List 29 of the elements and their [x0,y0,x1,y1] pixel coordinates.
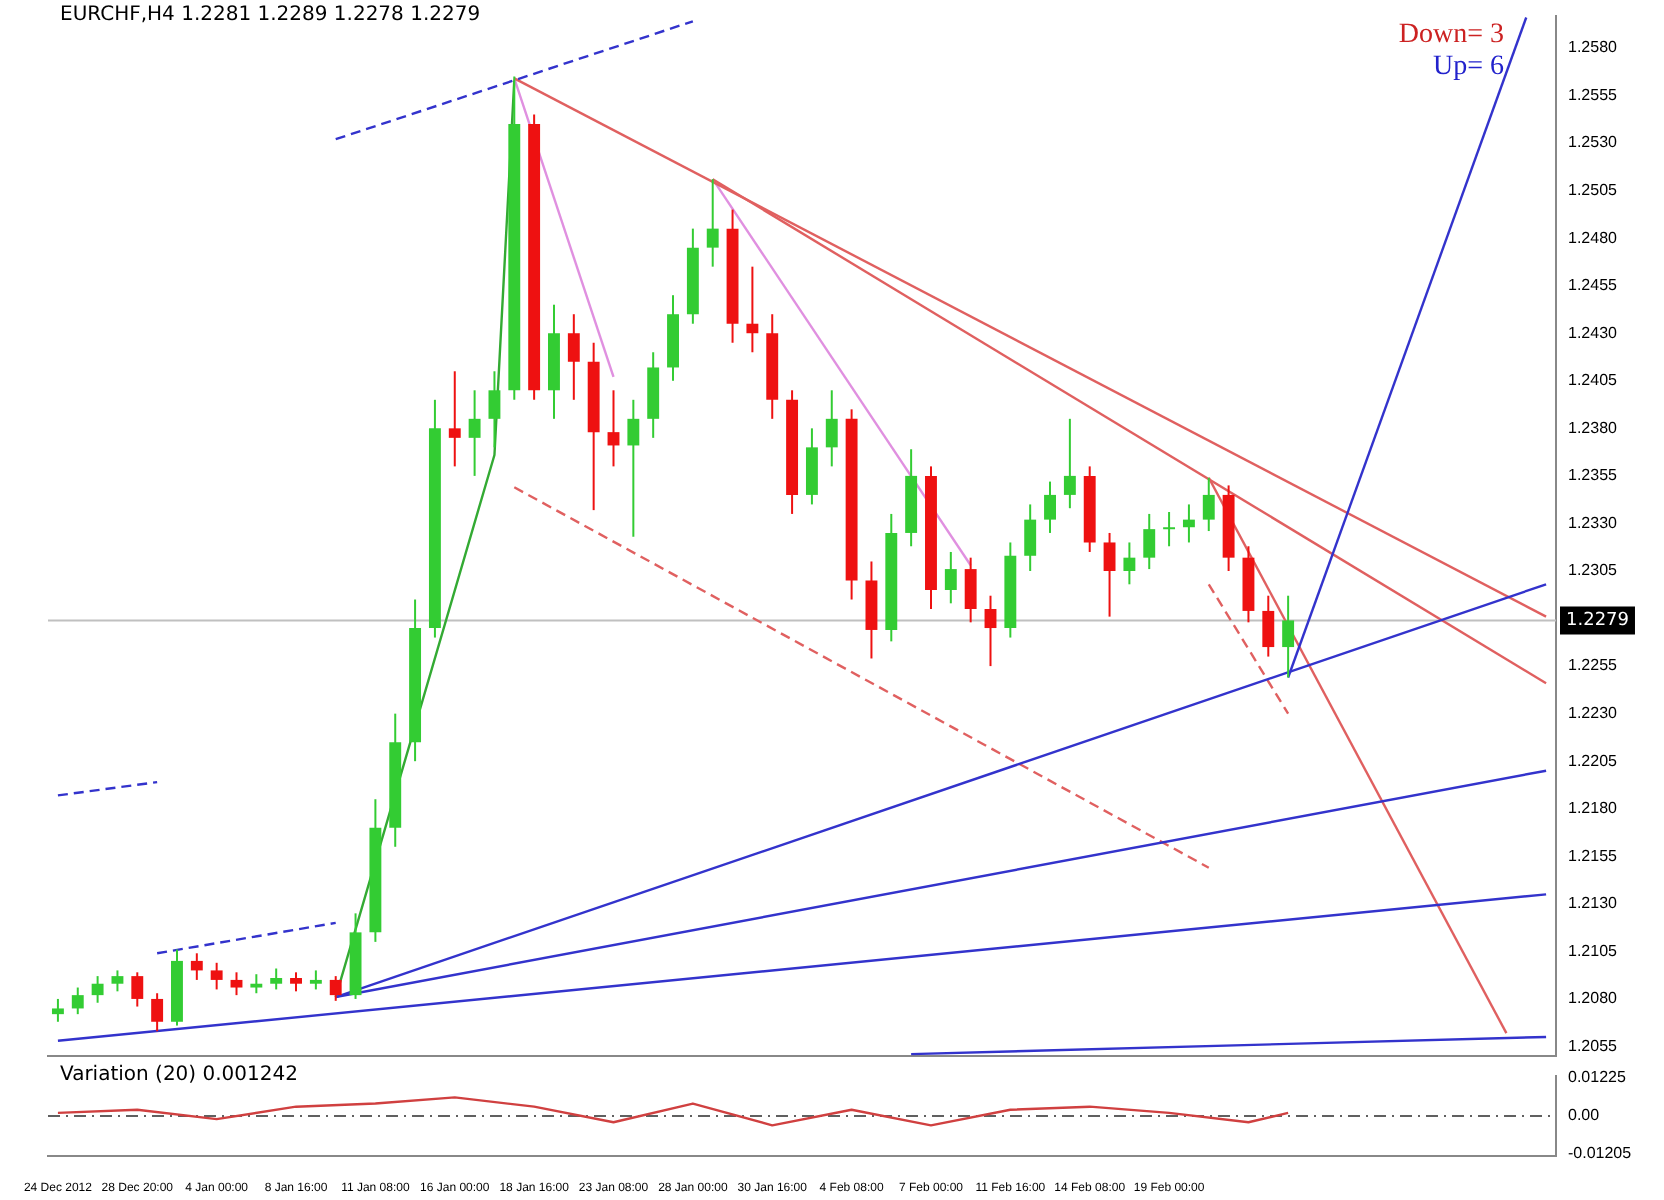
y-tick-label: 1.2255 [1568,656,1619,675]
y-tick-label: 1.2455 [1568,276,1619,295]
chart-title: Variation (20) 0.001242 [60,1064,298,1086]
y-tick-label: 1.2330 [1568,513,1619,532]
y-tick-label: -0.01205 [1568,1143,1633,1162]
y-tick-label: 1.2580 [1568,38,1619,57]
y-tick-label: 1.2080 [1568,989,1619,1008]
y-tick-label: 1.2130 [1568,894,1619,913]
y-tick-label: 1.2105 [1568,941,1619,960]
annotation: Down= 3 [1398,20,1504,52]
y-tick-label: 1.2405 [1568,371,1619,390]
y-tick-label: 0.01225 [1568,1068,1627,1087]
y-tick-label: 1.2205 [1568,751,1619,770]
y-tick-label: 1.2180 [1568,799,1619,818]
y-tick-label: 0.00 [1568,1106,1601,1125]
ref-line-label: 1.2279 [1566,611,1630,632]
y-tick-label: 1.2305 [1568,561,1619,580]
y-tick-label: 1.2530 [1568,133,1619,152]
y-tick-label: 1.2355 [1568,466,1619,485]
y-tick-label: 1.2480 [1568,228,1619,247]
annotation: Up= 6 [1432,52,1504,84]
y-tick-label: 1.2055 [1568,1036,1619,1055]
y-tick-label: 1.2505 [1568,180,1619,199]
y-tick-label: 1.2555 [1568,85,1619,104]
y-tick-label: 1.2230 [1568,704,1619,723]
chart-title: EURCHF,H4 1.2281 1.2289 1.2278 1.2279 [60,4,481,26]
y-tick-label: 1.2430 [1568,323,1619,342]
y-tick-label: 1.2380 [1568,418,1619,437]
y-tick-label: 1.2155 [1568,846,1619,865]
